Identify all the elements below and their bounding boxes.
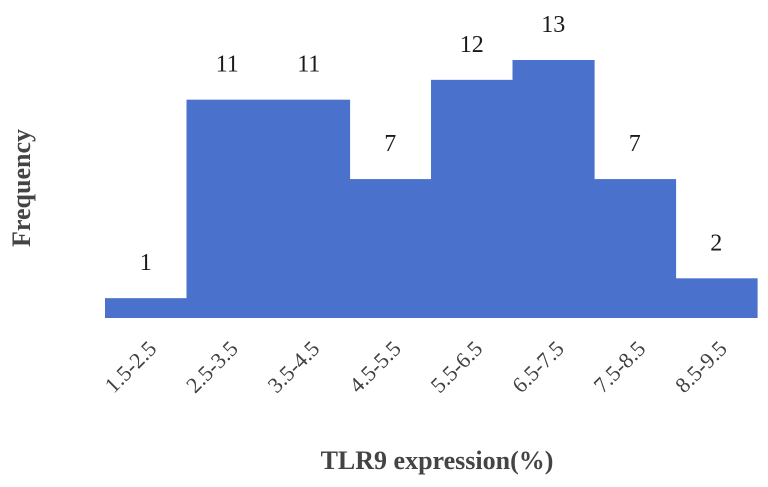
x-tick-label-4.5-5.5: 4.5-5.5 (344, 336, 406, 398)
bar-4.5-5.5 (349, 179, 432, 318)
x-tick-labels-group: 1.5-2.5 2.5-3.5 3.5-4.5 4.5-5.5 5.5-6.5 6.5-7… (100, 336, 732, 398)
data-label-4.5-5.5: 7 (384, 131, 396, 157)
x-tick-label-8.5-9.5: 8.5-9.5 (670, 336, 732, 398)
data-label-6.5-7.5: 13 (541, 12, 565, 38)
bar-5.5-6.5 (431, 79, 514, 318)
x-tick-label-1.5-2.5: 1.5-2.5 (100, 336, 162, 398)
bar-1.5-2.5 (105, 298, 188, 318)
bar-3.5-4.5 (268, 99, 351, 318)
x-tick-label-3.5-4.5: 3.5-4.5 (263, 336, 325, 398)
bar-8.5-9.5 (675, 278, 758, 318)
data-label-1.5-2.5: 1 (140, 250, 152, 276)
data-label-7.5-8.5: 7 (629, 131, 641, 157)
data-label-8.5-9.5: 2 (710, 230, 722, 256)
data-label-3.5-4.5: 11 (297, 52, 320, 78)
x-tick-label-2.5-3.5: 2.5-3.5 (181, 336, 243, 398)
data-label-2.5-3.5: 11 (216, 52, 239, 78)
bars-group (105, 60, 758, 318)
bar-7.5-8.5 (594, 179, 677, 318)
x-tick-label-7.5-8.5: 7.5-8.5 (589, 336, 651, 398)
y-axis-title: Frequency (7, 129, 36, 247)
x-tick-label-6.5-7.5: 6.5-7.5 (507, 336, 569, 398)
data-label-5.5-6.5: 12 (460, 32, 484, 58)
bar-6.5-7.5 (512, 60, 595, 318)
bar-2.5-3.5 (186, 99, 269, 318)
x-axis-title: TLR9 expression(%) (321, 446, 554, 475)
x-tick-label-5.5-6.5: 5.5-6.5 (426, 336, 488, 398)
